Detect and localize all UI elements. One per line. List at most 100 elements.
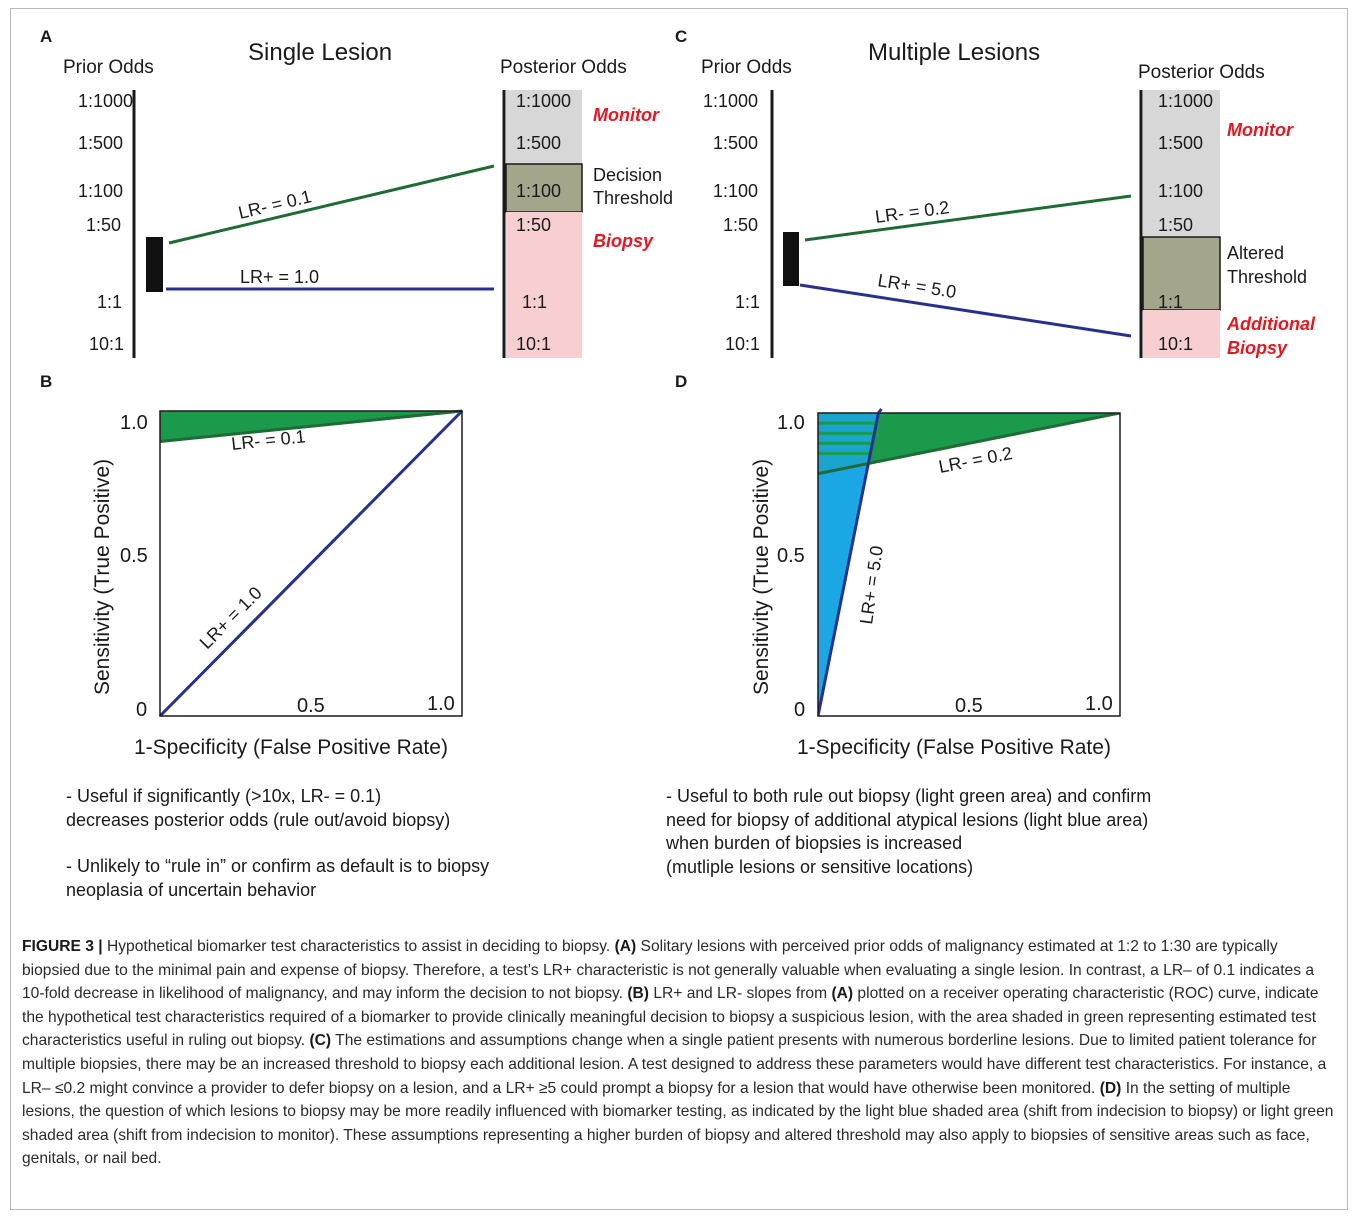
caption-text-b: LR+ and LR- slopes from	[648, 985, 832, 1003]
panel-a-prior-tick: 1:1000	[78, 91, 133, 111]
caption-intro: Hypothetical biomarker test characterist…	[102, 938, 615, 955]
caption-ref-c: (C)	[309, 1032, 332, 1050]
panel-a-lr-neg-line	[168, 164, 495, 245]
panel-c-prior-header: Prior Odds	[701, 57, 792, 78]
panel-c-title: Multiple Lesions	[868, 39, 1040, 66]
panel-d-label: D	[675, 372, 687, 391]
panel-d-x-tick: 1.0	[1085, 693, 1113, 715]
figure-frame	[10, 8, 1348, 1210]
caption-text-c: The estimations and assumptions change w…	[22, 1032, 1327, 1097]
caption-text-b2: plotted on a receiver operating characte…	[22, 985, 1319, 1050]
panel-d-y-tick: 0	[794, 699, 805, 721]
panel-a-posterior-tick: 1:1	[522, 292, 547, 312]
panel-b-plot-frame	[159, 410, 463, 717]
figure-graphic: A Single Lesion Prior Odds Posterior Odd…	[40, 27, 1316, 759]
panel-b-label: B	[40, 372, 52, 391]
panel-a-posterior-header: Posterior Odds	[500, 57, 627, 78]
panel-a-threshold-label: Threshold	[593, 188, 673, 208]
panel-a: A Single Lesion Prior Odds Posterior Odd…	[40, 27, 673, 358]
panel-c-threshold-box	[1142, 236, 1221, 311]
panel-b-roc-plot	[158, 409, 464, 718]
panel-d-lr-pos-label: LR+ = 5.0	[856, 544, 887, 625]
panel-c-posterior-tick: 1:1000	[1158, 91, 1213, 111]
panel-c-monitor-label: Monitor	[1227, 120, 1294, 140]
panel-a-posterior-tick: 1:500	[516, 133, 561, 153]
panel-b-note-rule-in: - Unlikely to “rule in” or confirm as de…	[66, 856, 490, 900]
panel-b-note-rule-out: - Useful if significantly (>10x, LR- = 0…	[66, 786, 451, 830]
panel-a-posterior-tick: 1:1000	[516, 91, 571, 111]
panel-a-lr-pos-label: LR+ = 1.0	[240, 267, 319, 287]
panel-a-prior-header: Prior Odds	[63, 57, 154, 78]
panel-b-x-tick: 1.0	[427, 693, 455, 715]
panel-a-prior-tick: 1:500	[78, 133, 123, 153]
panel-c-monitor-zone	[1143, 90, 1220, 237]
caption-text-a: Solitary lesions with perceived prior od…	[22, 938, 1315, 1003]
panel-a-prior-estimate-bar	[146, 237, 163, 292]
panel-c-posterior-tick: 1:100	[1158, 181, 1203, 201]
panel-a-posterior-tick: 10:1	[516, 334, 551, 354]
panel-b-y-tick: 0.5	[120, 545, 148, 567]
panel-a-title: Single Lesion	[248, 39, 392, 66]
panel-d-x-label: 1-Specificity (False Positive Rate)	[797, 736, 1111, 759]
panel-c-prior-tick: 10:1	[725, 334, 760, 354]
panel-c-posterior-header: Posterior Odds	[1138, 62, 1265, 83]
panel-d-y-tick: 0.5	[777, 545, 805, 567]
panel-c-prior-estimate-bar	[783, 232, 799, 286]
panel-b-lr-neg-line	[159, 409, 463, 443]
panel-c-posterior-tick: 1:50	[1158, 215, 1193, 235]
panel-c-posterior-tick: 10:1	[1158, 334, 1193, 354]
panel-a-prior-tick: 1:100	[78, 181, 123, 201]
figure-caption: FIGURE 3 | Hypothetical biomarker test c…	[22, 935, 1340, 1171]
caption-ref-b-a: (A)	[831, 985, 854, 1003]
panel-c-prior-tick: 1:1000	[703, 91, 758, 111]
panel-a-biopsy-label: Biopsy	[593, 231, 654, 251]
panel-c-prior-tick: 1:100	[713, 181, 758, 201]
panel-c-posterior-tick: 1:500	[1158, 133, 1203, 153]
panel-b-y-tick: 0	[136, 699, 147, 721]
panel-a-monitor-label: Monitor	[593, 105, 660, 125]
panel-b: B 1.0 0.5 0 0.5 1.0 1-Specificity (False…	[40, 372, 464, 759]
panel-b-lr-pos-line	[158, 409, 464, 718]
panel-b-y-tick: 1.0	[120, 412, 148, 434]
caption-figure-label: FIGURE 3 |	[22, 938, 103, 955]
panel-c: C Multiple Lesions Prior Odds Posterior …	[675, 27, 1316, 358]
panel-c-prior-tick: 1:500	[713, 133, 758, 153]
caption-ref-b: (B)	[627, 985, 649, 1003]
panel-d: D 1.0 0.5 0 0.5 1.0 1-Specificity (False…	[675, 372, 1121, 759]
panel-d-lr-pos-line-extension	[877, 408, 883, 414]
panel-a-monitor-zone	[506, 90, 582, 164]
panel-d-y-tick: 1.0	[777, 412, 805, 434]
panel-a-prior-tick: 1:50	[86, 215, 121, 235]
panel-d-plot-frame	[817, 412, 1121, 717]
panel-c-prior-tick: 1:1	[735, 292, 760, 312]
panel-a-threshold-box	[505, 163, 583, 213]
panel-c-prior-tick: 1:50	[723, 215, 758, 235]
panel-c-biopsy-zone	[1143, 310, 1220, 358]
panel-a-biopsy-zone	[506, 212, 582, 358]
panel-c-lr-neg-line	[804, 194, 1132, 242]
panel-d-x-tick: 0.5	[955, 695, 983, 717]
panel-d-roc-plot	[818, 413, 1120, 716]
panel-d-lr-pos-line	[818, 413, 880, 716]
panel-b-y-label: Sensitivity (True Positive)	[91, 459, 114, 695]
caption-ref-a: (A)	[614, 938, 637, 955]
panel-b-x-label: 1-Specificity (False Positive Rate)	[134, 736, 448, 759]
panel-b-x-tick: 0.5	[297, 695, 325, 717]
panel-a-threshold-label: Decision	[593, 165, 662, 185]
panel-c-posterior-tick: 1:1	[1158, 292, 1183, 312]
caption-text-d: In the setting of multiple lesions, the …	[22, 1079, 1334, 1168]
panel-d-y-label: Sensitivity (True Positive)	[750, 459, 773, 695]
panel-a-posterior-tick: 1:100	[516, 181, 561, 201]
panel-c-lr-pos-line	[799, 283, 1132, 338]
panel-a-prior-tick: 1:1	[97, 292, 122, 312]
panel-d-note: - Useful to both rule out biopsy (light …	[666, 786, 1152, 877]
panel-a-label: A	[40, 27, 52, 46]
panel-a-prior-tick: 10:1	[89, 334, 124, 354]
panel-c-additional-label: Additional	[1226, 314, 1316, 334]
caption-ref-d: (D)	[1099, 1079, 1122, 1097]
panel-c-label: C	[675, 27, 687, 46]
panel-a-posterior-tick: 1:50	[516, 215, 551, 235]
panel-c-additional-label: Biopsy	[1227, 338, 1288, 358]
panel-c-threshold-label: Altered	[1227, 243, 1284, 263]
panel-c-threshold-label: Threshold	[1227, 267, 1307, 287]
